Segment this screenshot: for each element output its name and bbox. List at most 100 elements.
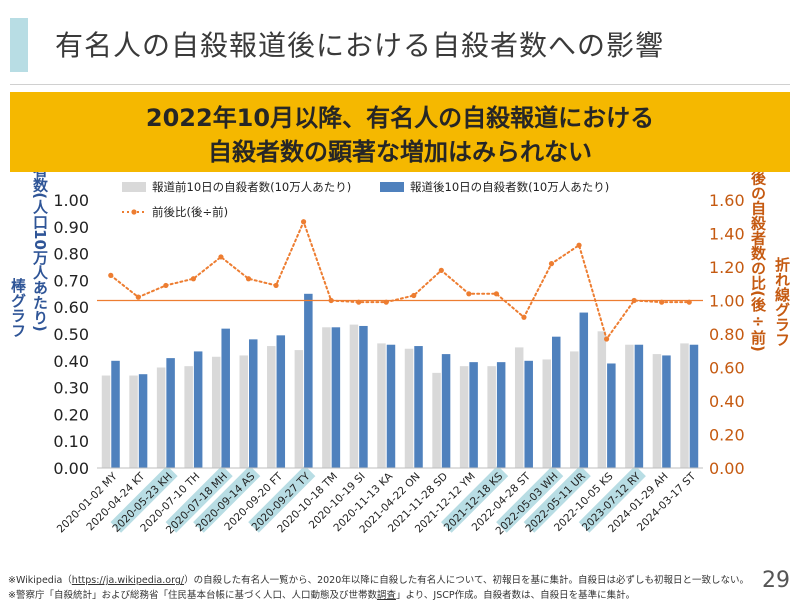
ratio-marker	[576, 242, 582, 248]
ratio-marker	[438, 267, 444, 273]
bar-before	[377, 343, 386, 468]
ratio-marker	[273, 282, 279, 289]
footnote-2-text: 」より、JSCP作成。自殺者数は、自殺日を基準に集計。	[395, 590, 636, 601]
x-tick-highlight	[248, 465, 316, 533]
bar-before	[487, 366, 496, 468]
x-tick-highlight	[165, 465, 233, 533]
x-tick-highlight	[441, 465, 509, 533]
ratio-marker	[686, 299, 692, 305]
ratio-marker	[163, 282, 169, 289]
ratio-line	[109, 219, 691, 342]
y2-tick-label: 0.60	[709, 359, 745, 378]
bar-after	[304, 293, 313, 468]
footnote-2-underline: 調査	[376, 590, 396, 601]
footnote-1-prefix: ※Wikipedia（	[8, 575, 72, 586]
legend-label-after: 報道後10日の自殺者数(10万人あたり)	[410, 180, 609, 194]
y2-tick-label: 0.40	[709, 392, 745, 411]
bar-before	[349, 324, 359, 468]
y-axis-title: 自殺者数(人口10万人あたり)	[31, 172, 49, 332]
x-tick-highlight	[110, 465, 178, 533]
ratio-marker	[383, 299, 389, 305]
ratio-marker	[411, 292, 417, 299]
ratio-marker	[521, 314, 527, 320]
banner-line-1: 2022年10月以降、有名人の自殺報道における	[145, 104, 655, 132]
bar-before	[542, 359, 551, 468]
x-tick-highlight	[578, 465, 646, 533]
ratio-marker	[108, 272, 114, 278]
y-tick-label: 0.20	[53, 405, 89, 424]
y-tick-label: 0.00	[53, 459, 89, 478]
banner-line-2: 自殺者数の顕著な増加はみられない	[208, 138, 592, 166]
y2-axis-subtitle: 折れ線グラフ	[773, 256, 791, 347]
ratio-marker	[328, 297, 334, 304]
headline-banner: 2022年10月以降、有名人の自殺報道における 自殺者数の顕著な増加はみられない	[10, 92, 790, 172]
title-divider	[10, 84, 790, 85]
bar-after	[607, 363, 616, 468]
legend-label-before: 報道前10日の自殺者数(10万人あたり)	[152, 180, 351, 194]
footnote-2-prefix: ※警察庁「自殺統計」および総務省「住民基本台帳に基づく人口、人口動態及び世帯数	[8, 590, 377, 601]
bar-before	[597, 331, 607, 468]
legend-marker-ratio	[131, 209, 137, 215]
bar-after	[193, 351, 203, 468]
bar-before	[652, 354, 662, 468]
bar-before	[459, 366, 469, 468]
bar-after	[276, 335, 286, 468]
footnote-1-text: ）の自殺した有名人一覧から、2020年以降に自殺した有名人について、初報日を基に…	[184, 575, 749, 586]
bar-after	[221, 328, 230, 468]
ratio-marker	[466, 291, 472, 297]
y-tick-label: 0.50	[53, 325, 89, 344]
bar-after	[689, 344, 699, 468]
y-tick-label: 0.70	[53, 271, 89, 290]
bar-before	[129, 375, 138, 468]
bar-before	[184, 366, 193, 468]
legend-swatch-before	[122, 182, 146, 192]
legend-label-ratio: 前後比(後÷前)	[152, 205, 228, 219]
bar-before	[514, 347, 524, 468]
y2-tick-label: 1.00	[709, 292, 745, 311]
bar-before	[680, 343, 689, 468]
bar-after	[662, 355, 671, 468]
x-tick-highlight	[496, 465, 564, 533]
bar-after	[359, 325, 368, 468]
y2-tick-label: 0.80	[709, 325, 745, 344]
slide-title: 有名人の自殺報道後における自殺者数への影響	[55, 29, 665, 62]
bar-before	[404, 348, 414, 468]
bar-before	[294, 350, 304, 468]
footnote-1: ※Wikipedia（https://ja.wikipedia.org/）の自殺…	[8, 572, 749, 586]
bar-after	[579, 312, 589, 468]
y-tick-label: 0.90	[53, 218, 89, 237]
ratio-marker	[631, 297, 637, 304]
bar-after	[138, 374, 148, 468]
bar-before	[570, 351, 579, 468]
ratio-marker	[190, 276, 197, 282]
bar-after	[469, 362, 478, 468]
bar-before	[432, 372, 441, 468]
y2-tick-label: 1.20	[709, 258, 745, 277]
title-accent-bar	[10, 18, 28, 72]
y-tick-label: 0.40	[53, 352, 89, 371]
bar-after	[414, 346, 423, 468]
wikipedia-link[interactable]: https://ja.wikipedia.org/	[71, 575, 185, 586]
bar-before	[625, 344, 634, 468]
y2-tick-label: 1.40	[709, 225, 745, 244]
bar-after	[552, 336, 561, 468]
y2-tick-label: 0.00	[709, 459, 745, 478]
bar-before	[239, 355, 248, 468]
y-tick-label: 0.10	[53, 432, 89, 451]
ratio-marker	[300, 219, 307, 225]
bar-after	[386, 344, 396, 468]
bar-before	[267, 346, 276, 468]
bar-after	[441, 354, 451, 468]
x-tick-highlight	[193, 465, 261, 533]
ratio-marker	[135, 294, 141, 300]
ratio-marker	[659, 299, 665, 305]
y-tick-label: 0.60	[53, 298, 89, 317]
footnote-2: ※警察庁「自殺統計」および総務省「住民基本台帳に基づく人口、人口動態及び世帯数調…	[8, 587, 635, 601]
bar-before	[101, 375, 111, 468]
y-tick-label: 1.00	[53, 191, 89, 210]
ratio-marker	[356, 299, 362, 305]
bar-after	[496, 362, 506, 468]
bar-after	[249, 339, 258, 468]
